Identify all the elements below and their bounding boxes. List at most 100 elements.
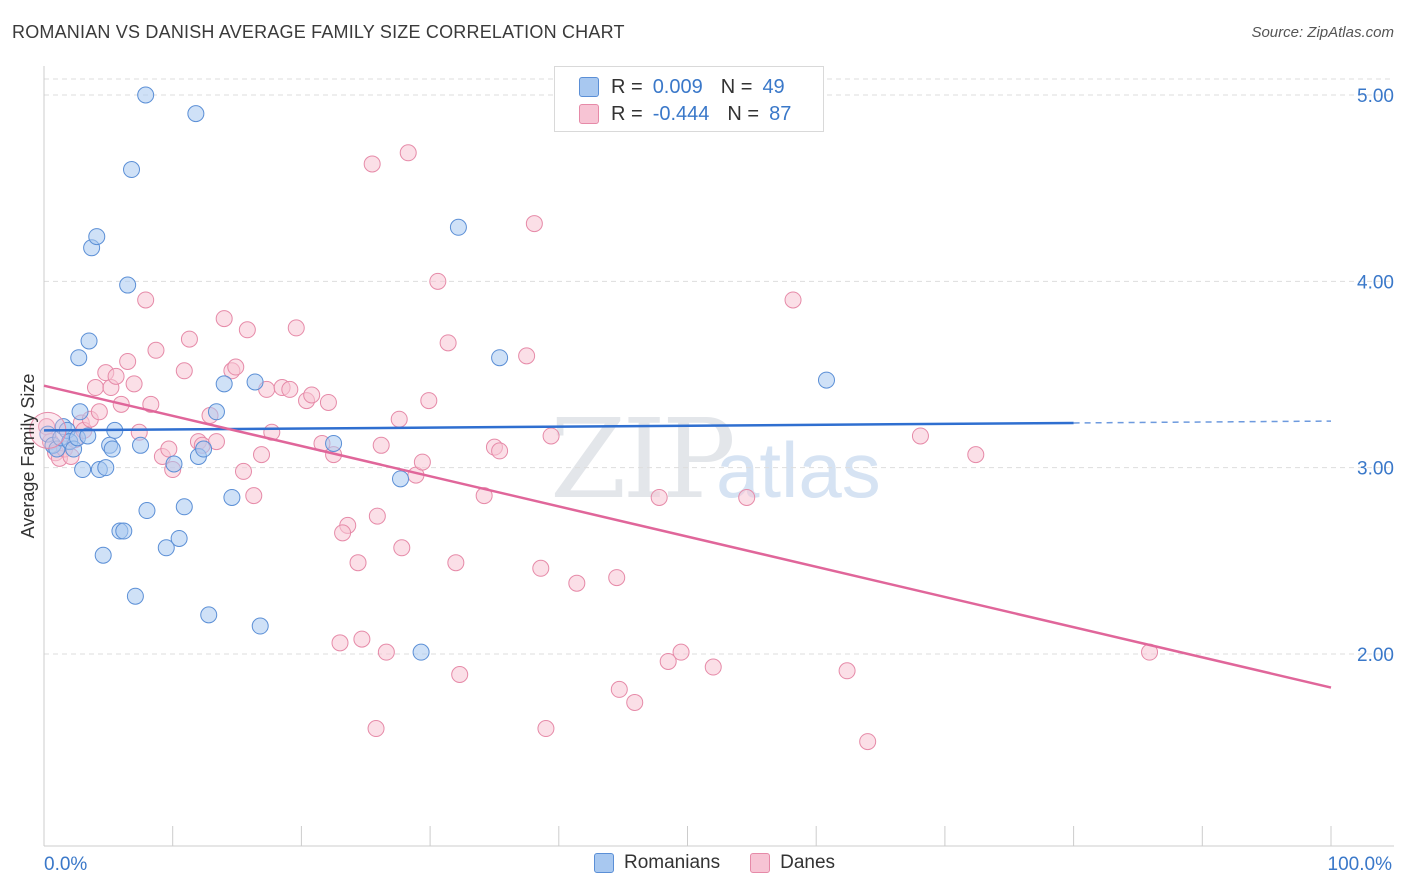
romanians-swatch [579,77,599,97]
romanians-point [71,403,89,421]
danes-point [303,386,321,404]
r-label: R = [611,102,643,125]
watermark-zip: ZIP [550,395,736,523]
romanians-point [70,349,88,367]
danes-point [491,442,509,460]
danes-point [107,367,125,385]
source-credit: Source: ZipAtlas.com [1251,24,1394,41]
n-label: N = [720,75,753,98]
y-tick-label: 5.00 [1357,86,1394,107]
series-legend: Romanians Danes [594,852,865,874]
romanians-trend-extension [1073,420,1332,424]
points-layer [29,86,1159,751]
r-value: 0.009 [652,75,703,98]
danes-point [180,330,198,348]
danes-point [390,410,408,428]
danes-point [331,634,349,652]
danes-point [413,453,431,471]
romanians-point [449,218,467,236]
romanians-point [412,643,430,661]
romanians-point [195,440,213,458]
danes-point [86,379,104,397]
danes-point [125,375,143,393]
danes-point [659,652,677,670]
danes-point [393,539,411,557]
romanians-point [817,371,835,389]
legend-item-romanians[interactable]: Romanians [594,852,720,874]
danes-point [160,440,178,458]
n-value: 87 [769,102,792,125]
danes-point [838,662,856,680]
romanians-point [132,436,150,454]
danes-point [626,693,644,711]
danes-point [142,395,160,413]
x-tick-label-max: 100.0% [1328,854,1393,875]
y-tick-label: 4.00 [1357,272,1394,293]
romanians-point [391,470,409,488]
danes-point [90,403,108,421]
danes-trend-line [43,384,1332,689]
danes-point [429,272,447,290]
correlation-legend: R = 0.009 N = 49 R = -0.444 N = 87 [554,66,824,132]
romanians-point [115,522,133,540]
danes-point [542,427,560,445]
r-value: -0.444 [652,102,710,125]
danes-point [784,291,802,309]
romanians-point [170,529,188,547]
romanians-point [74,461,92,479]
label-layer: 2.00 3.00 4.00 5.00 0.0% 100.0% Average Family… [18,86,1394,875]
y-axis-label: Average Family Size [18,374,38,539]
danes-point [420,392,438,410]
romanians-point [200,606,218,624]
romanians-point [251,617,269,635]
danes-point [475,487,493,505]
legend-row-romanians: R = 0.009 N = 49 [579,75,785,99]
legend-item-danes[interactable]: Danes [750,852,835,874]
chart-title: ROMANIAN VS DANISH AVERAGE FAMILY SIZE C… [12,22,625,42]
danes-point [672,643,690,661]
y-tick-label: 3.00 [1357,459,1394,480]
n-value: 49 [762,75,785,98]
danes-point [334,524,352,542]
romanians-point [88,228,106,246]
romanians-point [246,373,264,391]
grid-layer [44,78,1394,655]
romanians-point [187,105,205,123]
romanians-point [215,375,233,393]
danes-point [119,352,137,370]
trend-layer [43,384,1332,689]
romanians-point [207,403,225,421]
danes-point [238,321,256,339]
danes-point [911,427,929,445]
romanians-trend-line [43,421,1074,432]
danes-point [234,462,252,480]
danes-point [859,733,877,751]
romanians-point [103,440,121,458]
danes-point [377,643,395,661]
danes-point [704,658,722,676]
danes-point [738,488,756,506]
danes-point [227,358,245,376]
danes-point [439,334,457,352]
danes-point [281,380,299,398]
romanians-point [157,539,175,557]
danes-point [137,291,155,309]
danes-swatch [750,853,771,873]
romanians-swatch [594,853,614,873]
romanians-point [175,498,193,516]
danes-point [650,488,668,506]
danes-point [532,559,550,577]
danes-point [147,341,165,359]
danes-point [287,319,305,337]
romanians-point [94,546,112,564]
romanians-point [137,86,155,104]
legend-label-danes: Danes [780,852,836,873]
y-tick-label: 2.00 [1357,645,1394,666]
danes-point [525,215,543,233]
romanians-point [79,427,97,445]
romanians-point [80,332,98,350]
danes-point [967,446,985,464]
danes-point [207,433,225,451]
r-label: R = [611,75,643,98]
